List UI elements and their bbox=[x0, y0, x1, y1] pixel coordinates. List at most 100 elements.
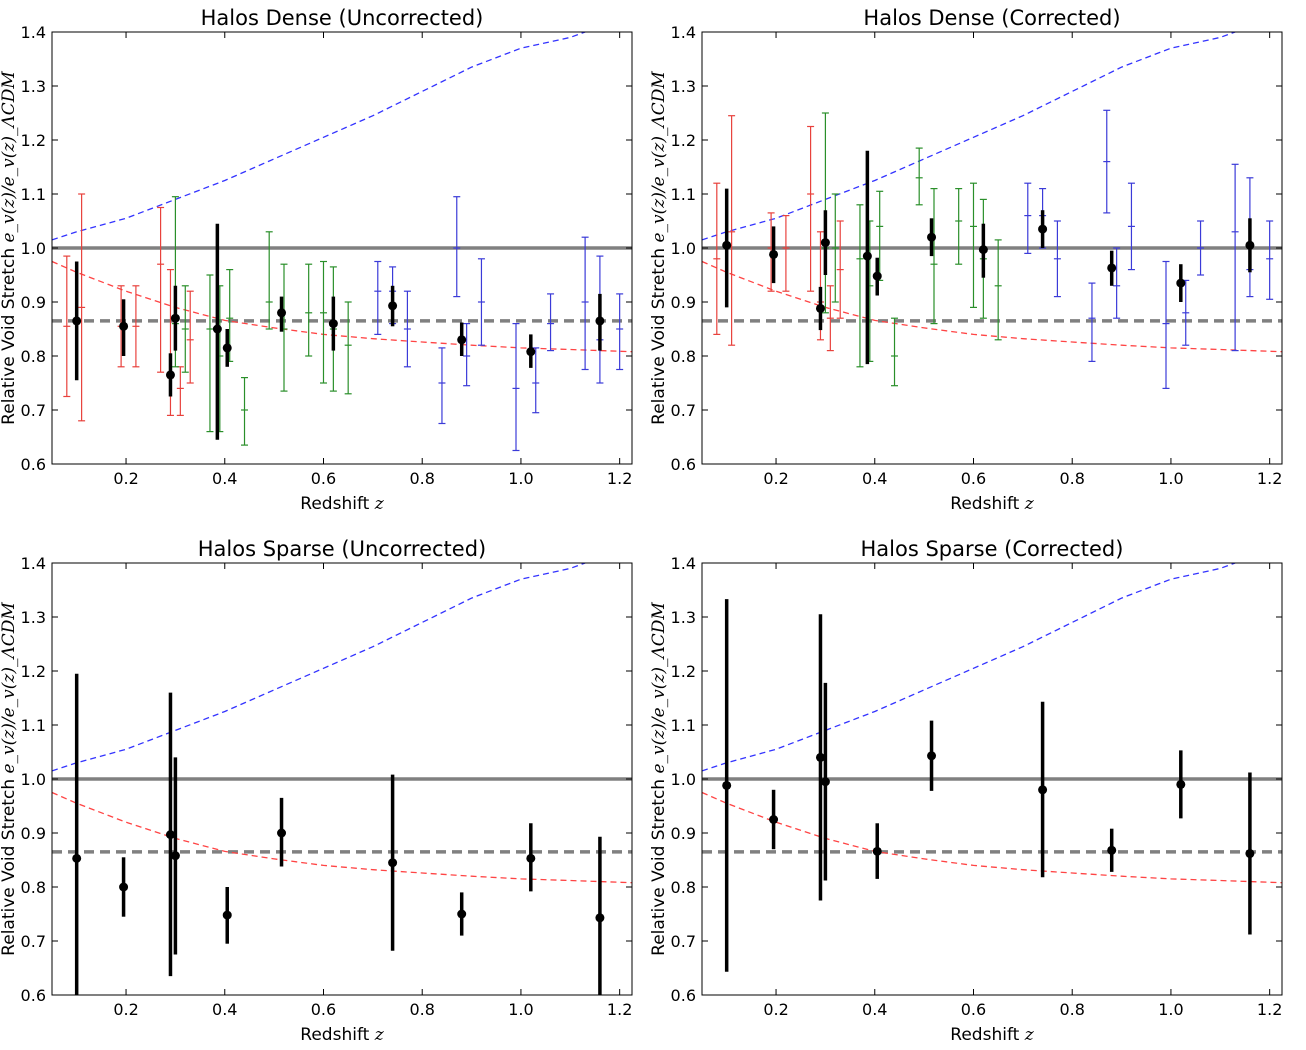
x-tick-label: 1.0 bbox=[1158, 1000, 1183, 1019]
data-point bbox=[72, 261, 82, 381]
y-tick-label: 1.0 bbox=[21, 770, 46, 789]
y-tick-label: 0.7 bbox=[671, 401, 696, 420]
y-tick-label: 1.2 bbox=[671, 662, 696, 681]
y-tick-label: 1.4 bbox=[21, 23, 46, 42]
red-error-bar bbox=[728, 115, 736, 346]
data-point bbox=[277, 797, 287, 867]
data-point bbox=[1107, 828, 1117, 872]
blue-model-curve bbox=[52, 32, 586, 241]
y-axis-label: Relative Void Stretch e_v(z)/e_v(z)_ΛCDM bbox=[0, 602, 19, 956]
x-tick-label: 0.8 bbox=[409, 469, 434, 488]
chart-title: Halos Dense (Uncorrected) bbox=[201, 6, 484, 30]
data-point bbox=[119, 857, 129, 917]
data-point bbox=[1245, 772, 1255, 935]
x-tick-label: 1.2 bbox=[1257, 1000, 1282, 1019]
y-tick-label: 1.3 bbox=[21, 608, 46, 627]
data-point bbox=[1038, 701, 1048, 878]
x-tick-label: 1.2 bbox=[1257, 469, 1282, 488]
blue-error-bar bbox=[374, 260, 382, 335]
blue-error-bar bbox=[532, 347, 540, 414]
y-tick-label: 1.3 bbox=[671, 77, 696, 96]
data-point bbox=[165, 353, 175, 397]
y-tick-label: 1.2 bbox=[21, 662, 46, 681]
green-error-bar bbox=[915, 147, 923, 206]
blue-error-bar bbox=[463, 323, 471, 387]
x-tick-label: 1.0 bbox=[508, 1000, 533, 1019]
x-tick-label: 0.2 bbox=[763, 469, 788, 488]
chart-title: Halos Sparse (Uncorrected) bbox=[198, 537, 487, 561]
y-tick-label: 1.3 bbox=[21, 77, 46, 96]
y-tick-label: 0.8 bbox=[21, 347, 46, 366]
plot-area bbox=[702, 32, 1282, 389]
blue-error-bar bbox=[1127, 182, 1135, 271]
red-error-bar bbox=[78, 193, 86, 422]
blue-error-bar bbox=[403, 290, 411, 368]
y-tick-label: 1.4 bbox=[21, 554, 46, 573]
x-tick-label: 1.0 bbox=[508, 469, 533, 488]
y-tick-label: 1.1 bbox=[671, 185, 696, 204]
green-error-bar bbox=[930, 188, 938, 325]
y-tick-label: 1.4 bbox=[671, 23, 696, 42]
red-model-curve bbox=[52, 260, 632, 353]
y-tick-label: 1.0 bbox=[21, 239, 46, 258]
red-error-bar bbox=[186, 290, 194, 384]
data-point bbox=[1176, 264, 1186, 302]
plot-area bbox=[52, 563, 632, 995]
y-axis-label: Relative Void Stretch e_v(z)/e_v(z)_ΛCDM bbox=[649, 602, 669, 956]
x-axis-label: Redshift z bbox=[950, 1025, 1034, 1045]
green-error-bar bbox=[265, 231, 273, 330]
data-point bbox=[526, 823, 536, 892]
x-tick-label: 0.6 bbox=[961, 1000, 986, 1019]
green-error-bar bbox=[344, 301, 352, 395]
red-model-curve bbox=[702, 260, 1282, 353]
x-tick-label: 0.2 bbox=[763, 1000, 788, 1019]
data-point bbox=[222, 329, 232, 367]
data-point bbox=[277, 296, 287, 332]
data-point bbox=[820, 682, 830, 881]
data-point bbox=[222, 887, 232, 944]
y-tick-label: 1.1 bbox=[21, 185, 46, 204]
blue-model-curve bbox=[52, 563, 586, 772]
blue-error-bar bbox=[1024, 182, 1032, 254]
red-error-bar bbox=[176, 366, 184, 416]
blue-error-bar bbox=[1113, 247, 1121, 319]
green-error-bar bbox=[305, 263, 313, 357]
x-tick-label: 0.2 bbox=[113, 469, 138, 488]
data-point bbox=[328, 296, 338, 351]
data-point bbox=[170, 285, 180, 351]
data-point bbox=[820, 210, 830, 275]
data-point bbox=[769, 226, 779, 284]
panel-2: Halos Dense (Corrected) 0.2 0.4 0.6 0.8 1.0 1.… bbox=[649, 6, 1283, 514]
blue-error-bar bbox=[438, 347, 446, 425]
data-point bbox=[457, 892, 467, 936]
data-point bbox=[1038, 210, 1048, 248]
data-point bbox=[1245, 218, 1255, 273]
green-error-bar bbox=[994, 239, 1002, 341]
x-axis-label: Redshift z bbox=[300, 494, 384, 514]
red-model-curve bbox=[702, 791, 1282, 884]
x-tick-label: 0.6 bbox=[311, 469, 336, 488]
panel-4: Halos Sparse (Corrected) 0.2 0.4 0.6 0.8 1.0 1… bbox=[649, 537, 1283, 1045]
x-tick-label: 0.4 bbox=[212, 469, 237, 488]
y-tick-label: 0.6 bbox=[671, 455, 696, 474]
x-tick-label: 0.4 bbox=[862, 469, 887, 488]
blue-error-bar bbox=[1266, 220, 1274, 300]
data-point bbox=[769, 789, 779, 850]
y-tick-label: 0.6 bbox=[671, 986, 696, 1005]
data-point bbox=[927, 218, 937, 257]
x-tick-label: 0.6 bbox=[961, 469, 986, 488]
y-tick-label: 0.6 bbox=[21, 455, 46, 474]
data-point bbox=[388, 285, 398, 327]
data-point bbox=[1176, 750, 1186, 819]
data-point bbox=[212, 223, 222, 440]
blue-error-bar bbox=[477, 258, 485, 346]
green-error-bar bbox=[319, 260, 327, 384]
y-axis-label: Relative Void Stretch e_v(z)/e_v(z)_ΛCDM bbox=[649, 71, 669, 425]
red-error-bar bbox=[63, 255, 71, 398]
blue-error-bar bbox=[512, 323, 520, 452]
data-point bbox=[526, 334, 536, 368]
y-tick-label: 1.1 bbox=[671, 716, 696, 735]
red-model-curve bbox=[52, 791, 632, 884]
y-tick-label: 1.3 bbox=[671, 608, 696, 627]
